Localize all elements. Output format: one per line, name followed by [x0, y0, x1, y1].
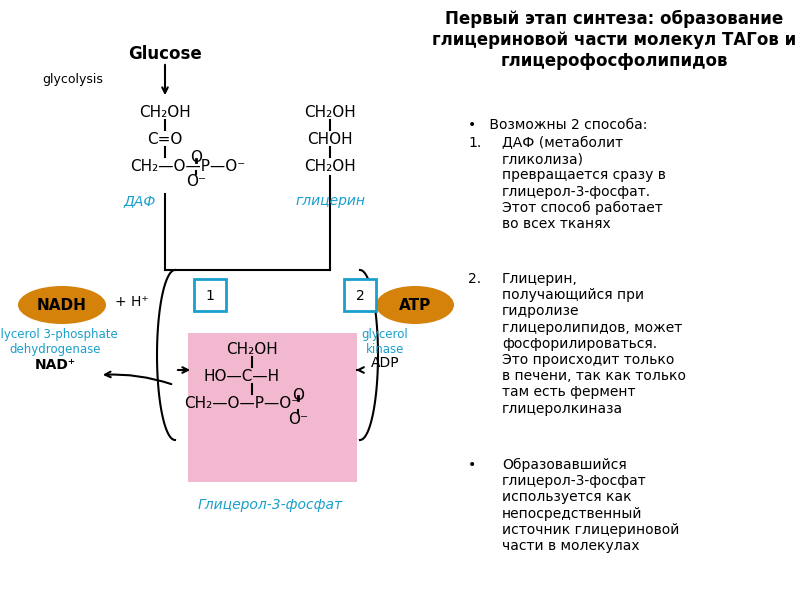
Text: O⁻: O⁻: [186, 174, 206, 189]
Text: •   Возможны 2 способа:: • Возможны 2 способа:: [468, 118, 647, 132]
Text: Первый этап синтеза: образование
глицериновой части молекул ТАГов и
глицерофосфо: Первый этап синтеза: образование глицери…: [432, 10, 796, 70]
Text: Глицерин,
получающийся при
гидролизе
глицеролипидов, может
фосфорилироваться.
Эт: Глицерин, получающийся при гидролизе гли…: [502, 272, 686, 416]
Text: 2.: 2.: [468, 272, 481, 286]
Text: CHOH: CHOH: [307, 132, 353, 147]
Text: O⁻: O⁻: [288, 412, 308, 427]
Text: ДАФ (метаболит
гликолиза)
превращается сразу в
глицерол-3-фосфат.
Этот способ ра: ДАФ (метаболит гликолиза) превращается с…: [502, 136, 666, 231]
Text: CH₂OH: CH₂OH: [304, 159, 356, 174]
Text: 1: 1: [206, 289, 214, 303]
Text: CH₂OH: CH₂OH: [304, 105, 356, 120]
Text: ADP: ADP: [370, 356, 399, 370]
Text: HO—C—H: HO—C—H: [204, 369, 280, 384]
Text: ATP: ATP: [399, 298, 431, 313]
Text: Glucose: Glucose: [128, 45, 202, 63]
Text: Образовавшийся
глицерол-3-фосфат
используется как
непосредственный
источник глиц: Образовавшийся глицерол-3-фосфат использ…: [502, 458, 679, 553]
Text: 1.: 1.: [468, 136, 482, 150]
Text: O: O: [292, 388, 304, 403]
Ellipse shape: [376, 286, 454, 324]
Text: glycerol
kinase: glycerol kinase: [362, 328, 408, 356]
Text: C=O: C=O: [147, 132, 182, 147]
Text: NADH: NADH: [37, 298, 87, 313]
Text: Глицерол-3-фосфат: Глицерол-3-фосфат: [198, 498, 342, 512]
Text: •: •: [468, 458, 476, 472]
Text: CH₂OH: CH₂OH: [139, 105, 191, 120]
Text: CH₂OH: CH₂OH: [226, 342, 278, 357]
Text: + H⁺: + H⁺: [115, 295, 149, 309]
Text: glycolysis: glycolysis: [42, 73, 103, 86]
Text: глицерин: глицерин: [295, 194, 365, 208]
Text: glycerol 3-phosphate
dehydrogenase: glycerol 3-phosphate dehydrogenase: [0, 328, 118, 356]
Text: ДАФ: ДАФ: [124, 194, 156, 208]
Text: O: O: [190, 150, 202, 165]
FancyBboxPatch shape: [194, 279, 226, 311]
Ellipse shape: [18, 286, 106, 324]
FancyBboxPatch shape: [344, 279, 376, 311]
Text: NAD⁺: NAD⁺: [34, 358, 75, 372]
Text: CH₂—O—P—O⁻: CH₂—O—P—O⁻: [184, 396, 300, 411]
Text: 2: 2: [356, 289, 364, 303]
Text: CH₂—O—P—O⁻: CH₂—O—P—O⁻: [130, 159, 246, 174]
FancyBboxPatch shape: [188, 333, 357, 482]
